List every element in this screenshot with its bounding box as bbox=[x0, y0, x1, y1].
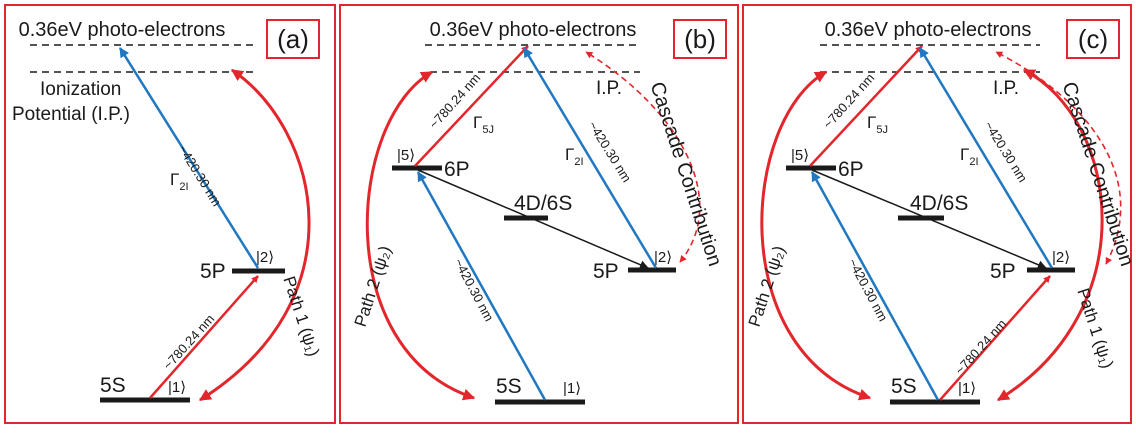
panel-b-ket-1: |1⟩ bbox=[563, 380, 581, 397]
panel-c-ket-5: |5⟩ bbox=[791, 147, 809, 164]
panel-a: (a) 0.36eV photo-electrons Ionization Po… bbox=[4, 4, 336, 424]
panel-c-level-4d6s-label: 4D/6S bbox=[910, 192, 968, 215]
panel-b-level-5s-label: 5S bbox=[496, 375, 522, 398]
panel-a-level-5p-label: 5P bbox=[200, 260, 226, 283]
panel-c-blue-upper-wavelength: ~420.30 nm bbox=[981, 118, 1030, 184]
panel-c-path2-arc bbox=[760, 70, 872, 401]
panel-b-red-transition bbox=[414, 45, 529, 167]
panel-c-red-upper-transition bbox=[809, 45, 923, 167]
panel-a-photoelectrons-label: 0.36eV photo-electrons bbox=[19, 19, 226, 41]
panel-c-gamma5-label: Γ5J bbox=[867, 113, 888, 136]
panel-b-cascade-arc bbox=[585, 51, 701, 263]
panel-c-level-6p-label: 6P bbox=[838, 158, 864, 181]
panel-c-black-decay-transition bbox=[811, 169, 1047, 270]
panel-b-ket-5: |5⟩ bbox=[397, 147, 415, 164]
panel-a-ip-label-line1: Ionization bbox=[40, 79, 121, 100]
panel-a-path1-label: Path 1 (ψ₁) bbox=[279, 274, 323, 359]
panel-a-red-transition bbox=[149, 275, 259, 399]
panel-a-level-5s-label: 5S bbox=[100, 374, 126, 397]
panel-c-path1-label: Path 1 (ψ₁) bbox=[1073, 286, 1117, 371]
panel-b-cascade-label: Cascade Contribution bbox=[646, 79, 726, 269]
panel-b-tag-box bbox=[673, 19, 727, 59]
panel-b-path2-arc bbox=[365, 70, 476, 401]
panel-c: (c) 0.36eV photo-electrons I.P. |5⟩ 6P 4… bbox=[742, 4, 1136, 424]
panel-b-tag: (b) bbox=[684, 24, 716, 54]
panel-a-tag-box bbox=[266, 19, 320, 59]
panel-c-blue-upper-transition bbox=[918, 47, 1054, 269]
panel-c-level-5p-label: 5P bbox=[990, 260, 1016, 283]
panel-b-black-decay-transition bbox=[417, 169, 649, 269]
panel-c-ket-2: |2⟩ bbox=[1052, 249, 1070, 266]
panel-b-path2-label: Path 2 (ψ₂) bbox=[351, 243, 395, 329]
panel-c-tag: (c) bbox=[1078, 24, 1108, 54]
panel-c-frame bbox=[742, 4, 1132, 424]
panel-b-blue-lower-wavelength: ~420.30 nm bbox=[451, 256, 497, 324]
panel-a-ip-label-line2: Potential (I.P.) bbox=[12, 104, 130, 125]
panel-a-gamma-label: Γ2I bbox=[170, 170, 189, 193]
panel-a-ket-1: |1⟩ bbox=[168, 379, 186, 396]
panel-b-level-6p-label: 6P bbox=[444, 158, 470, 181]
panel-c-ip-label: I.P. bbox=[993, 78, 1019, 99]
panel-b-gamma2-label: Γ2I bbox=[565, 145, 584, 168]
panel-b-ket-2: |2⟩ bbox=[654, 249, 672, 266]
panel-b-level-4d6s-label: 4D/6S bbox=[514, 192, 572, 215]
panel-c-blue-lower-wavelength: ~420.30 nm bbox=[845, 256, 891, 324]
panel-b-blue-upper-transition bbox=[522, 47, 658, 269]
panel-c-ket-1: |1⟩ bbox=[958, 380, 976, 397]
panel-b-photoelectrons-label: 0.36eV photo-electrons bbox=[430, 19, 637, 41]
panel-b-frame bbox=[339, 4, 739, 424]
panel-c-level-5s-label: 5S bbox=[891, 375, 917, 398]
panel-a-frame bbox=[4, 4, 336, 424]
panel-b-ip-label: I.P. bbox=[596, 78, 622, 99]
panel-c-red-lower-wavelength: ~780.24 nm bbox=[952, 316, 1009, 377]
panel-b: (b) 0.36eV photo-electrons I.P. |5⟩ 6P 4… bbox=[339, 4, 739, 424]
panel-a-blue-wavelength: ~420.30 nm bbox=[175, 142, 224, 208]
panel-b-blue-upper-wavelength: ~420.30 nm bbox=[585, 118, 634, 184]
panel-c-cascade-arc bbox=[995, 51, 1122, 265]
panel-a-red-wavelength: ~780.24 nm bbox=[160, 311, 217, 372]
panel-b-level-5p-label: 5P bbox=[593, 260, 619, 283]
panel-c-gamma2-label: Γ2I bbox=[960, 145, 979, 168]
panel-a-ket-2: |2⟩ bbox=[256, 249, 274, 266]
panel-c-cascade-label: Cascade Contribution bbox=[1058, 79, 1136, 269]
panel-b-gamma5-label: Γ5J bbox=[473, 113, 494, 136]
panel-a-path1-arc bbox=[198, 68, 311, 402]
panel-a-tag: (a) bbox=[277, 24, 309, 54]
panel-c-photoelectrons-label: 0.36eV photo-electrons bbox=[825, 19, 1032, 41]
